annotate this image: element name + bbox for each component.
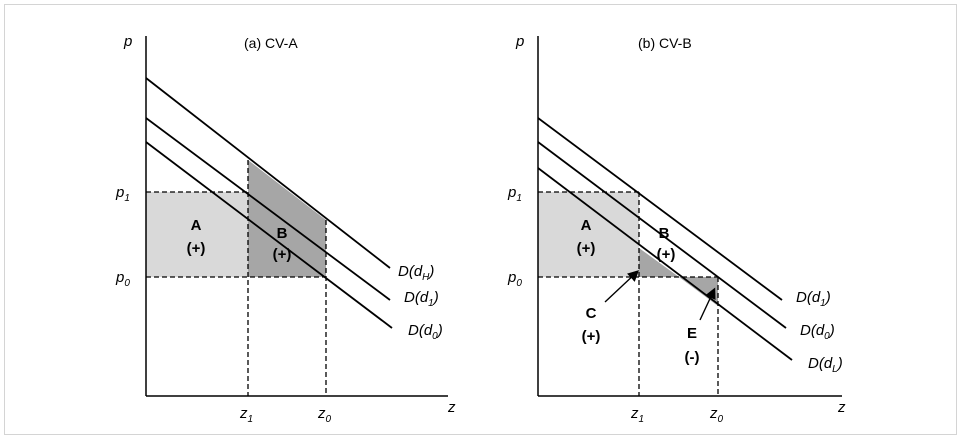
panel-a-z0-label: z0 (317, 405, 332, 425)
panel-a-z1-label: z1 (239, 405, 253, 425)
panel-b-area-c-letter: C (586, 305, 597, 322)
panel-b-area-b-letter: B (659, 225, 670, 242)
panel-a-area-b-fill (248, 160, 326, 277)
panel-b-area-a-sign: (+) (577, 240, 596, 257)
panel-b-x-label: z (837, 399, 846, 416)
panel-a-y-label: p (123, 33, 132, 50)
panel-b-z0-label: z0 (709, 405, 724, 425)
panel-a-curve-bot-label: D(d0) (408, 322, 443, 342)
panel-b-p0-label: p0 (507, 269, 522, 289)
panel-b-curve-mid-label: D(d0) (800, 322, 835, 342)
panel-b-area-c-sign: (+) (582, 328, 601, 345)
panel-b-area-b-sign: (+) (657, 246, 676, 263)
panel-a: (a) CV-A p z p1 p0 z1 z0 A (+) B (+) D(d… (115, 33, 456, 425)
panel-a-demand-top (145, 77, 391, 269)
panel-b-demand-bot (537, 167, 793, 361)
panel-b-area-e-sign: (-) (685, 349, 700, 366)
panel-a-demand-mid (145, 117, 391, 301)
panel-b-curve-top-label: D(d1) (796, 289, 831, 309)
panel-b-area-c-fill (639, 248, 679, 277)
panel-b-area-a-letter: A (581, 217, 592, 234)
panel-b-area-a-fill (538, 192, 639, 277)
panel-a-area-a-fill (146, 192, 248, 277)
panel-b-area-e-letter: E (687, 325, 697, 342)
panel-b-area-e-fill (679, 277, 718, 306)
panel-b-title: (b) CV-B (638, 35, 692, 51)
panel-a-p1-label: p1 (115, 184, 130, 204)
panel-a-p0-label: p0 (115, 269, 130, 289)
panel-b-curve-bot-label: D(dL) (808, 355, 843, 375)
panel-a-area-a-letter: A (191, 217, 202, 234)
panel-b: (b) CV-B p z p1 p0 z1 z0 A (+) B (+) (507, 33, 846, 425)
panel-b-p1-label: p1 (507, 184, 522, 204)
panel-a-area-a-sign: (+) (187, 240, 206, 257)
panel-a-curve-top-label: D(dH) (398, 263, 434, 283)
panel-b-arrow-e (699, 287, 716, 321)
panel-b-demand-mid (537, 141, 787, 329)
panel-a-x-label: z (447, 399, 456, 416)
panel-a-area-b-sign: (+) (273, 246, 292, 263)
panel-b-z1-label: z1 (630, 405, 644, 425)
panel-a-demand-bot (145, 141, 393, 329)
panel-a-title: (a) CV-A (244, 35, 298, 51)
panel-b-demand-top (537, 117, 783, 301)
panel-a-area-b-letter: B (277, 225, 288, 242)
panel-b-y-label: p (515, 33, 524, 50)
panel-b-arrow-c (604, 270, 640, 303)
panel-a-curve-mid-label: D(d1) (404, 289, 439, 309)
